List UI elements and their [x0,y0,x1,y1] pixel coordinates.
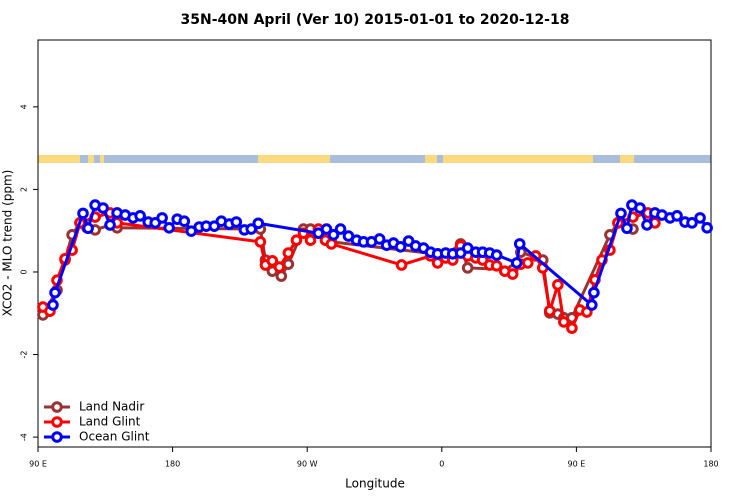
y-tick-label: 0 [20,269,29,274]
data-point [245,223,258,235]
data-point [513,238,526,250]
y-tick-label: -2 [20,351,29,359]
y-tick-label: 2 [20,187,29,192]
data-point [325,238,338,250]
series-line [42,211,657,331]
data-point [461,262,474,274]
data-point [373,233,386,245]
data-point [615,207,627,220]
data-point [558,316,570,328]
data-point [694,212,706,224]
data-point [552,278,564,291]
ocean-band [38,155,711,163]
legend-marker [51,431,63,443]
y-tick-label: -4 [20,433,29,441]
legend-label: Land Glint [79,415,141,429]
data-point [273,261,286,273]
y-tick-label: 4 [20,104,29,109]
land-band [258,155,330,163]
legend-label: Land Nadir [79,400,144,414]
data-point [178,215,191,228]
data-point [47,299,59,311]
data-point [282,247,295,259]
data-point [304,234,317,246]
land-band [620,155,634,163]
data-point [394,241,407,253]
data-point [334,223,347,235]
data-point [320,223,333,235]
data-point [290,234,303,246]
data-point [327,229,340,241]
data-point [282,258,295,270]
legend-label: Ocean Glint [79,430,150,444]
land-band [38,155,80,163]
data-point [134,210,146,222]
data-point [588,286,600,299]
y-axis-label: XCO2 - MLO trend (ppm) [1,170,15,317]
series [47,199,713,311]
data-point [266,255,279,267]
data-point [275,270,288,282]
land-band [88,155,94,163]
data-point [156,212,168,224]
x-tick-label: 0 [439,460,444,469]
data-point [97,202,109,214]
data-point [77,207,89,220]
data-point [566,322,578,334]
data-point [506,268,519,280]
data-point [490,259,503,272]
land-ocean-strip [38,155,711,163]
data-point [621,222,633,235]
data-point [49,286,61,299]
data-point [490,249,503,261]
data-point [586,299,598,311]
data-point [641,219,653,231]
land-band [100,155,104,163]
x-tick-label: 180 [703,460,718,469]
legend-marker [51,401,63,413]
data-point [671,210,683,222]
data-point [82,222,94,235]
legend-marker [51,416,63,428]
data-point [701,222,713,234]
land-band [425,155,437,163]
data-point [521,257,534,269]
data-point [230,216,243,228]
data-point [634,202,646,214]
chart-title: 35N-40N April (Ver 10) 2015-01-01 to 202… [181,12,570,28]
plot-frame [37,39,712,448]
x-axis-label: Longitude [345,477,405,491]
data-point [395,259,408,271]
data-point [163,222,175,234]
x-tick-label: 90 E [29,460,47,469]
data-point [252,217,265,230]
data-point [686,217,698,229]
data-point [254,236,267,248]
data-point [104,219,116,231]
x-tick-label: 90 E [568,460,586,469]
data-point [510,257,523,269]
data-point [543,304,556,317]
x-tick-label: 90 W [297,460,318,469]
land-band [443,155,593,163]
x-tick-label: 180 [165,460,180,469]
